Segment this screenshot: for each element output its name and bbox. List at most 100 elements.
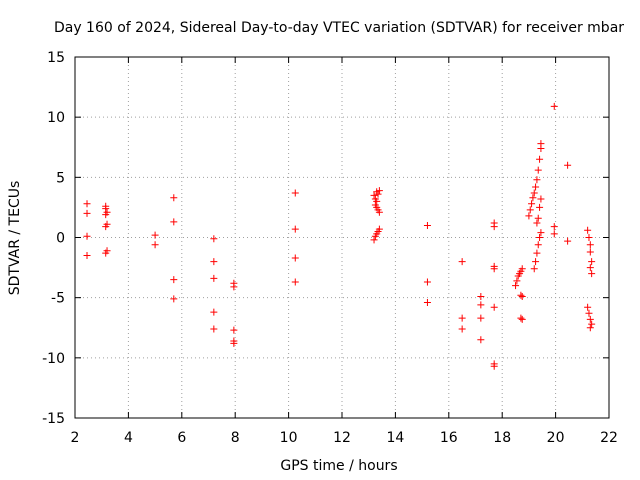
data-point [370, 236, 378, 244]
y-tick-label: -10 [42, 351, 65, 367]
x-tick-labels: 2 4 6 8 10 12 14 16 18 20 22 [71, 430, 618, 446]
data-point [151, 241, 159, 249]
y-tick-label: 10 [47, 110, 65, 126]
x-tick-label: 2 [71, 430, 80, 446]
data-point [526, 206, 534, 214]
data-point [518, 265, 526, 273]
data-point [584, 303, 592, 311]
x-tick-label: 10 [280, 430, 298, 446]
data-point [102, 205, 110, 213]
x-tick-label: 14 [386, 430, 404, 446]
data-point [586, 241, 594, 249]
data-point [533, 176, 541, 184]
data-point [564, 237, 572, 245]
data-point [588, 258, 596, 266]
data-point [477, 336, 485, 344]
data-point [518, 315, 526, 323]
data-point [477, 314, 485, 322]
x-tick-label: 22 [600, 430, 618, 446]
data-point [550, 230, 558, 238]
y-tick-label: 0 [56, 231, 65, 247]
y-tick-labels: -15 -10 -5 0 5 10 15 [42, 50, 65, 427]
data-point [170, 218, 178, 226]
data-point [532, 258, 540, 266]
data-point [512, 282, 520, 290]
data-point [102, 211, 110, 219]
data-point [230, 326, 238, 334]
data-point [373, 197, 381, 205]
data-point [291, 189, 299, 197]
x-tick-label: 18 [493, 430, 511, 446]
data-point [423, 278, 431, 286]
data-point [458, 314, 466, 322]
x-tick-label: 6 [177, 430, 186, 446]
data-point [530, 189, 538, 197]
data-point [528, 200, 536, 208]
data-point [210, 274, 218, 282]
data-point [375, 187, 383, 195]
data-point [534, 166, 542, 174]
data-point [83, 252, 91, 260]
data-point [564, 161, 572, 169]
data-point [584, 226, 592, 234]
data-point [586, 248, 594, 256]
x-tick-label: 4 [124, 430, 133, 446]
data-point [536, 234, 544, 241]
data-point [170, 194, 178, 202]
data-point [518, 292, 526, 300]
x-tick-label: 8 [231, 430, 240, 446]
data-point [151, 231, 159, 239]
y-tick-label: -15 [42, 411, 65, 427]
y-tick-label: -5 [51, 291, 65, 307]
data-point [210, 325, 218, 333]
data-point [291, 254, 299, 262]
data-point [458, 258, 466, 266]
data-point [490, 265, 498, 273]
data-point [585, 309, 593, 317]
data-point [586, 324, 594, 332]
data-point [370, 191, 378, 199]
data-point [210, 308, 218, 316]
data-point [588, 320, 596, 328]
data-point [490, 303, 498, 311]
x-tick-label: 16 [440, 430, 458, 446]
data-point [102, 223, 110, 231]
data-point [102, 249, 110, 257]
data-point [170, 276, 178, 284]
data-point [529, 194, 537, 202]
data-point [533, 219, 541, 227]
data-point [537, 195, 545, 203]
data-point [490, 362, 498, 370]
plot-frame [74, 56, 610, 419]
data-point [291, 278, 299, 286]
data-point [477, 301, 485, 309]
data-point [517, 314, 525, 322]
data-point [210, 258, 218, 266]
y-tick-label: 5 [56, 170, 65, 186]
y-tick-label: 15 [47, 50, 65, 66]
data-point [513, 277, 521, 285]
data-point [525, 212, 533, 220]
x-tick-label: 20 [547, 430, 565, 446]
data-point [458, 325, 466, 333]
data-point [375, 208, 383, 216]
x-tick-label: 12 [333, 430, 351, 446]
data-point [534, 214, 542, 222]
grid-lines [75, 57, 609, 418]
x-axis-label: GPS time / hours [280, 458, 397, 474]
data-point [230, 283, 238, 291]
data-point [83, 209, 91, 217]
data-point [585, 234, 593, 241]
data-point [534, 241, 542, 249]
data-point [586, 315, 594, 323]
data-point [83, 200, 91, 208]
data-point [375, 225, 383, 233]
data-point [550, 102, 558, 110]
data-point [230, 339, 238, 347]
data-point [210, 235, 218, 243]
data-point [536, 155, 544, 163]
data-point [423, 298, 431, 306]
data-point [490, 223, 498, 231]
